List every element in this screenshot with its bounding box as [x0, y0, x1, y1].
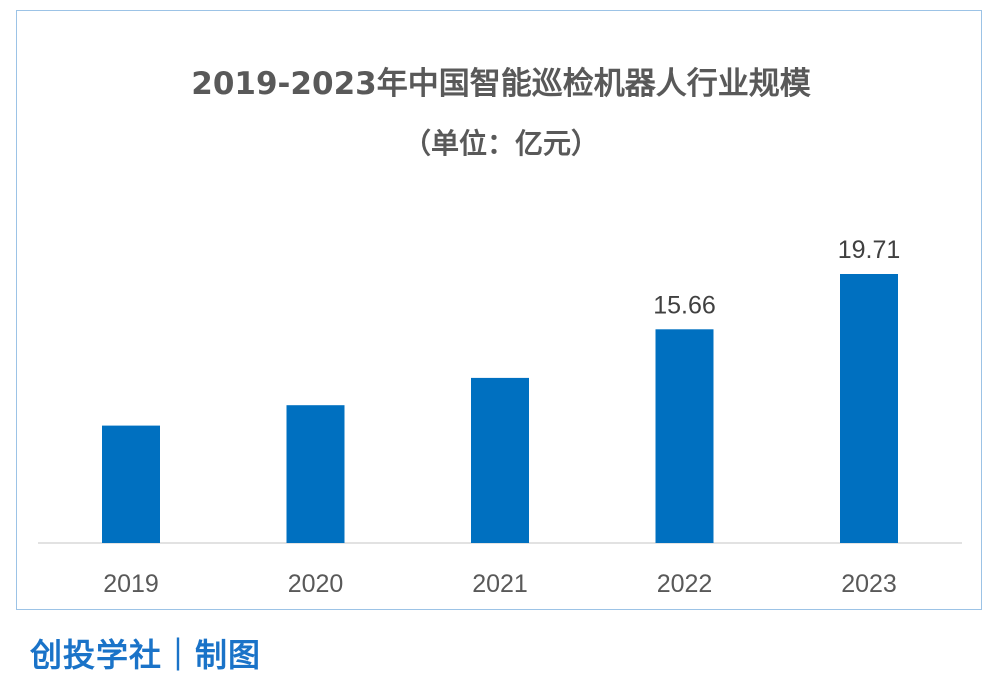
chart-subtitle: （单位：亿元）	[402, 127, 599, 160]
tick-labels-group: 2019 2020 2021 2022 2023	[103, 570, 897, 598]
x-tick-label-2021: 2021	[472, 570, 528, 598]
x-tick-label-2022: 2022	[657, 570, 713, 598]
x-tick-label-2019: 2019	[103, 570, 159, 598]
credit-watermark: 创投学社｜制图	[30, 636, 262, 674]
data-label-2022: 15.66	[653, 291, 716, 319]
bar-2019	[102, 425, 160, 543]
bar-2021	[471, 377, 529, 543]
bar-2023	[840, 274, 898, 543]
data-label-2023: 19.71	[838, 236, 901, 264]
x-tick-label-2023: 2023	[841, 570, 897, 598]
x-tick-label-2020: 2020	[288, 570, 344, 598]
bar-2022	[655, 329, 714, 543]
data-labels-group: 15.66 19.71	[653, 236, 900, 319]
bars-group	[102, 274, 898, 543]
chart-title: 2019-2023年中国智能巡检机器人行业规模	[191, 66, 811, 102]
bar-2020	[286, 405, 345, 543]
